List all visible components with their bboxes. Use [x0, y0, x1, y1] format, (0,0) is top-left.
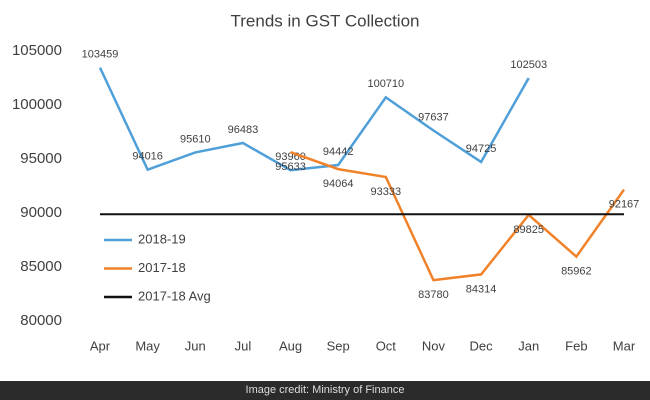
x-tick-label: May: [135, 338, 160, 353]
y-tick-label: 90000: [20, 204, 62, 221]
data-label: 89825: [513, 224, 544, 236]
x-tick-label: Dec: [470, 338, 494, 353]
data-label: 97637: [418, 111, 449, 123]
series-line: [290, 150, 626, 282]
data-label: 100710: [367, 78, 404, 90]
legend-label: 2017-18: [138, 260, 186, 275]
chart-title: Trends in GST Collection: [231, 11, 420, 30]
data-label: 94442: [323, 146, 354, 158]
y-tick-label: 85000: [20, 258, 62, 275]
x-tick-label: Jun: [185, 338, 206, 353]
chart: Trends in GST Collection 80000 85000 90000…: [12, 11, 640, 353]
x-tick-label: Apr: [90, 338, 111, 353]
x-tick-label: Jan: [518, 338, 539, 353]
data-label: 94064: [323, 178, 354, 190]
legend-label: 2018-19: [138, 231, 186, 246]
series-line: [98, 67, 530, 172]
data-label: 93333: [371, 186, 402, 198]
data-label: 95610: [180, 133, 211, 145]
x-tick-label: Mar: [613, 338, 636, 353]
y-tick-label: 105000: [12, 42, 62, 59]
data-label: 95633: [275, 161, 306, 173]
x-tick-label: Nov: [422, 338, 446, 353]
data-label: 103459: [82, 49, 119, 61]
x-tick-label: Sep: [327, 338, 350, 353]
y-tick-label: 100000: [12, 96, 62, 113]
x-tick-label: Jul: [235, 338, 252, 353]
x-tick-label: Oct: [376, 338, 397, 353]
data-label: 96483: [228, 124, 259, 136]
data-label: 94725: [466, 143, 497, 155]
data-label: 102503: [510, 59, 547, 71]
x-tick-label: Feb: [565, 338, 587, 353]
data-label: 85962: [561, 266, 592, 278]
x-tick-label: Aug: [279, 338, 302, 353]
data-label: 83780: [418, 289, 449, 301]
image-credit: Image credit: Ministry of Finance: [0, 381, 650, 400]
data-label: 94016: [132, 151, 163, 163]
y-tick-label: 80000: [20, 312, 62, 329]
data-label: 92167: [609, 199, 640, 211]
data-label: 84314: [466, 283, 497, 295]
legend-label: 2017-18 Avg: [138, 288, 211, 303]
y-tick-label: 95000: [20, 150, 62, 167]
